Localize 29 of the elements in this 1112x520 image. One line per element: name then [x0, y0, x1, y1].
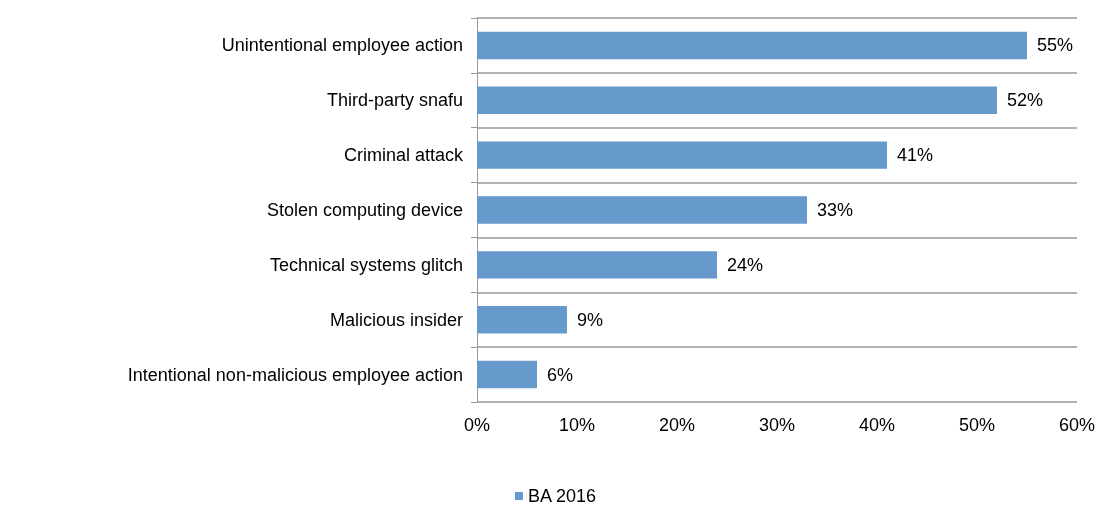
- y-tick-label: Intentional non-malicious employee action: [127, 364, 463, 385]
- legend-label: BA 2016: [527, 486, 597, 506]
- data-label: 6%: [547, 364, 574, 385]
- y-tick-label: Criminal attack: [343, 145, 464, 166]
- data-label: 24%: [727, 254, 764, 275]
- y-tick-label: Technical systems glitch: [269, 254, 463, 275]
- x-tick-label: 60%: [1058, 415, 1096, 435]
- data-label: 41%: [897, 145, 934, 166]
- bar: [477, 360, 537, 389]
- data-label: 9%: [577, 309, 604, 330]
- x-tick-label: 50%: [958, 415, 996, 435]
- bar: [477, 141, 887, 169]
- x-tick-label: 10%: [558, 415, 596, 435]
- y-tick-label: Third-party snafu: [326, 90, 463, 111]
- x-tick-label: 30%: [758, 415, 796, 435]
- y-tick-label: Malicious insider: [329, 309, 463, 330]
- bar: [477, 86, 997, 114]
- x-tick-label: 20%: [658, 415, 696, 435]
- y-tick-label: Stolen computing device: [266, 200, 463, 220]
- x-tick-label: 40%: [858, 415, 896, 435]
- x-tick-label: 0%: [463, 415, 491, 435]
- bar: [477, 31, 1027, 60]
- bar: [477, 251, 717, 279]
- data-label: 55%: [1037, 35, 1074, 56]
- data-label: 33%: [817, 200, 854, 220]
- bar: [477, 306, 567, 334]
- data-label: 52%: [1007, 90, 1044, 111]
- bar: [477, 196, 807, 224]
- y-tick-label: Unintentional employee action: [221, 35, 463, 56]
